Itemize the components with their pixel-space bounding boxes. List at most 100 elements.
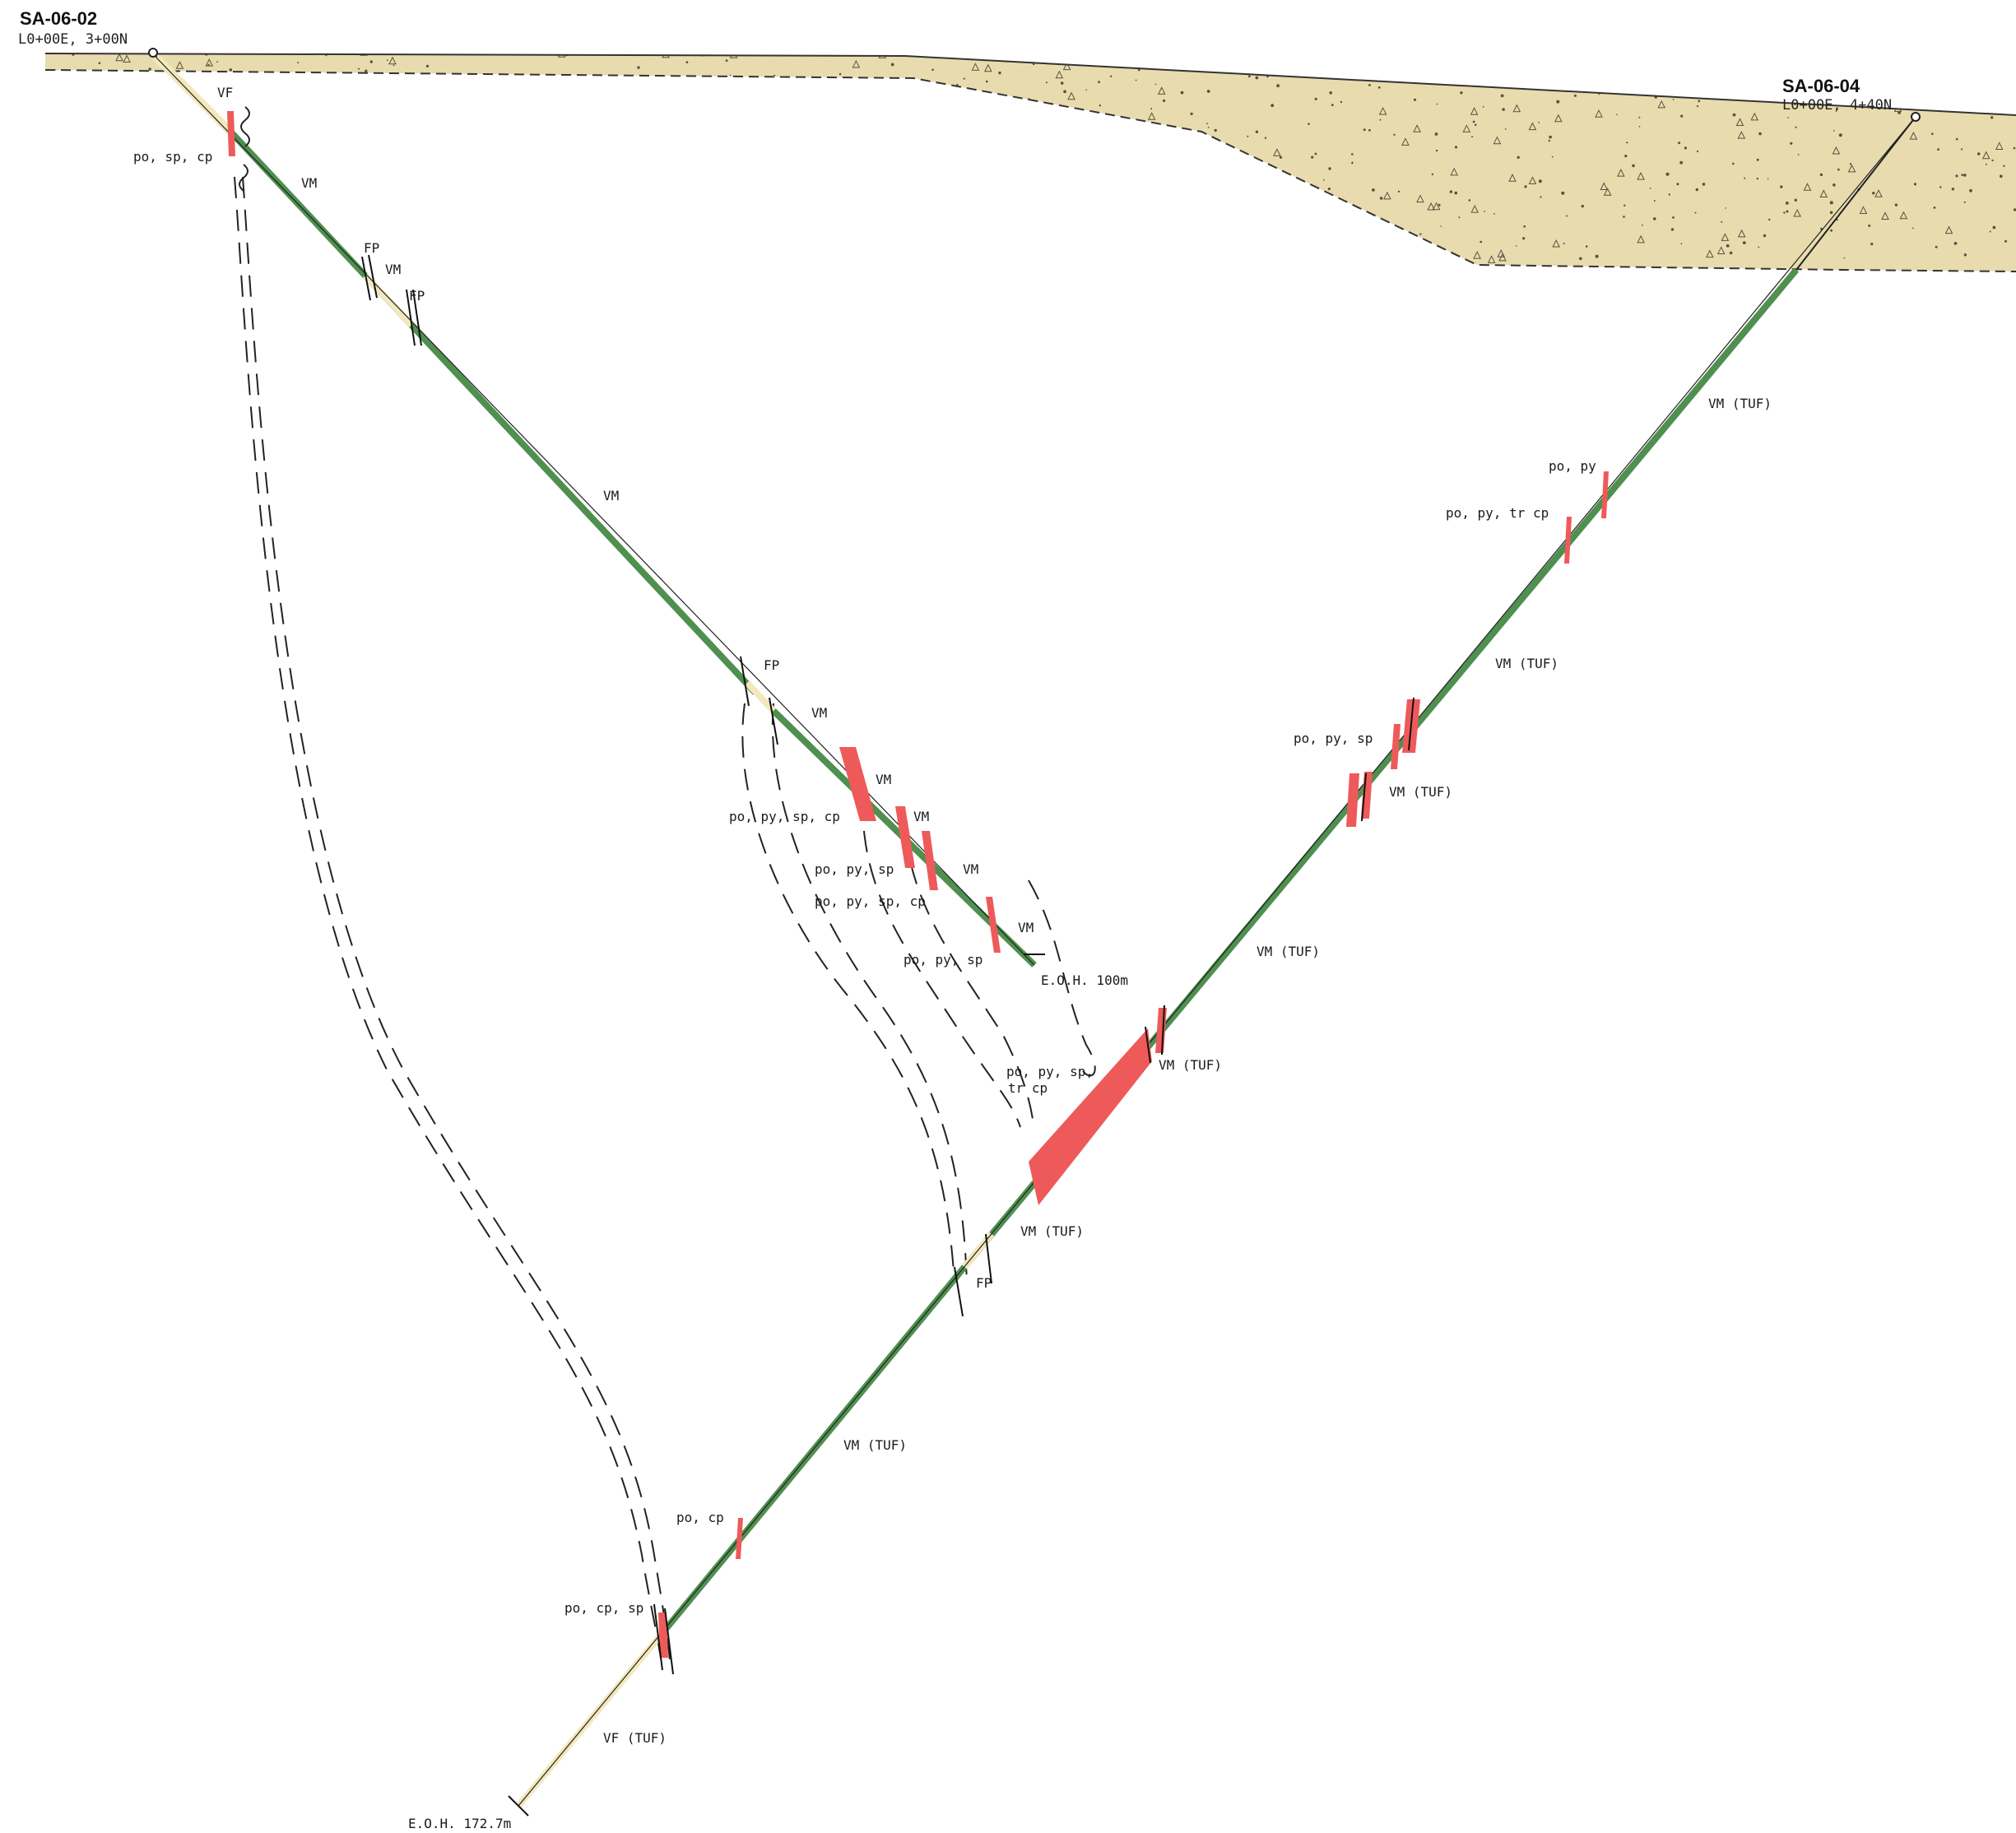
- speckle-dot: [578, 203, 583, 207]
- speckle-dot: [1894, 203, 1898, 207]
- speckle-dot: [373, 207, 374, 209]
- speckle-dot: [1280, 216, 1284, 220]
- speckle-dot: [828, 112, 830, 115]
- speckle-dot: [1099, 104, 1102, 107]
- speckle-dot: [1961, 63, 1964, 66]
- speckle-triangle: [1721, 233, 1730, 241]
- speckle-triangle: [971, 63, 980, 71]
- speckle-dot: [1961, 148, 1963, 151]
- speckle-dot: [1819, 173, 1823, 177]
- speckle-dot: [226, 160, 230, 163]
- speckle-dot: [709, 258, 713, 262]
- speckle-triangle: [468, 77, 476, 86]
- speckle-dot: [60, 118, 64, 123]
- speckle-triangle: [1981, 151, 1990, 160]
- speckle-dot: [1780, 185, 1783, 188]
- speckle-triangle: [1844, 59, 1852, 67]
- speckle-dot: [1680, 243, 1683, 245]
- speckle-dot: [1898, 99, 1902, 102]
- speckle-dot: [1291, 248, 1295, 252]
- speckle-dot: [417, 195, 420, 197]
- speckle-dot: [125, 76, 128, 79]
- speckle-triangle: [1273, 148, 1281, 156]
- speckle-dot: [1086, 227, 1089, 231]
- speckle-dot: [1216, 57, 1219, 61]
- speckle-triangle: [1373, 226, 1382, 235]
- speckle-triangle: [1193, 234, 1201, 244]
- speckle-triangle: [900, 154, 909, 162]
- speckle-dot: [1841, 49, 1842, 50]
- speckle-dot: [1702, 70, 1703, 72]
- speckle-triangle: [1617, 168, 1625, 177]
- speckle-dot: [610, 262, 612, 265]
- speckle-dot: [1344, 224, 1346, 226]
- speckle-dot: [1502, 108, 1505, 111]
- speckle-dot: [1409, 70, 1411, 73]
- speckle-dot: [669, 137, 671, 140]
- speckle-triangle: [503, 183, 512, 191]
- speckle-dot: [1977, 152, 1981, 155]
- speckle-dot: [426, 226, 430, 230]
- speckle-dot: [976, 184, 979, 188]
- speckle-dot: [229, 68, 233, 72]
- speckle-dot: [1140, 176, 1143, 179]
- speckle-dot: [1474, 123, 1477, 127]
- speckle-triangle: [1497, 249, 1506, 258]
- speckle-triangle: [893, 197, 902, 205]
- speckle-triangle: [1737, 131, 1746, 139]
- label-vm-tuf: VM (TUF): [1389, 784, 1452, 800]
- speckle-dot: [888, 49, 890, 52]
- speckle-dot: [2000, 83, 2003, 87]
- speckle-dot: [1440, 225, 1442, 227]
- speckle-dot: [393, 64, 395, 67]
- speckle-dot: [549, 211, 551, 213]
- speckle-dot: [1955, 75, 1958, 79]
- speckle-dot: [1670, 228, 1675, 231]
- speckle-dot: [65, 230, 68, 233]
- speckle-dot: [285, 99, 289, 103]
- speckle-dot: [498, 115, 500, 118]
- speckle-dot: [1598, 93, 1600, 95]
- speckle-dot: [1413, 98, 1417, 101]
- speckle-triangle: [1637, 172, 1645, 180]
- speckle-dot: [724, 207, 727, 211]
- speckle-triangle: [101, 190, 110, 198]
- speckle-dot: [98, 62, 101, 64]
- speckle-dot: [334, 123, 337, 125]
- speckle-dot: [1115, 201, 1117, 204]
- speckle-dot: [588, 128, 591, 130]
- drillhole-sa-06-04: [508, 112, 1921, 1817]
- speckle-dot: [1046, 194, 1050, 198]
- sulphide-interval: [1601, 471, 1609, 518]
- speckle-dot: [1653, 200, 1656, 202]
- speckle-dot: [1085, 151, 1088, 154]
- speckle-triangle: [72, 149, 81, 157]
- speckle-dot: [1202, 158, 1206, 162]
- speckle-dot: [173, 188, 177, 193]
- speckle-dot: [589, 240, 592, 244]
- speckle-dot: [1833, 183, 1836, 187]
- speckle-dot: [1991, 159, 1994, 162]
- speckle-dot: [868, 115, 871, 118]
- speckle-dot: [1538, 122, 1540, 123]
- speckle-dot: [825, 103, 828, 104]
- speckle-dot: [1351, 217, 1354, 219]
- speckle-triangle: [132, 72, 142, 81]
- speckle-dot: [998, 170, 1001, 174]
- speckle-dot: [148, 67, 151, 71]
- speckle-dot: [646, 217, 648, 219]
- speckle-triangle: [264, 206, 273, 214]
- speckle-dot: [1626, 142, 1628, 144]
- hole-name: SA-06-02: [20, 8, 97, 29]
- speckle-dot: [1935, 245, 1938, 248]
- speckle-dot: [1549, 53, 1552, 57]
- speckle-dot: [399, 248, 402, 251]
- overburden-layer: [44, 49, 2016, 272]
- speckle-dot: [555, 160, 558, 163]
- speckle-dot: [606, 161, 611, 165]
- speckle-dot: [892, 142, 895, 145]
- speckle-dot: [384, 183, 387, 187]
- speckle-dot: [858, 229, 862, 233]
- speckle-dot: [1328, 167, 1331, 170]
- speckle-dot: [1006, 246, 1009, 248]
